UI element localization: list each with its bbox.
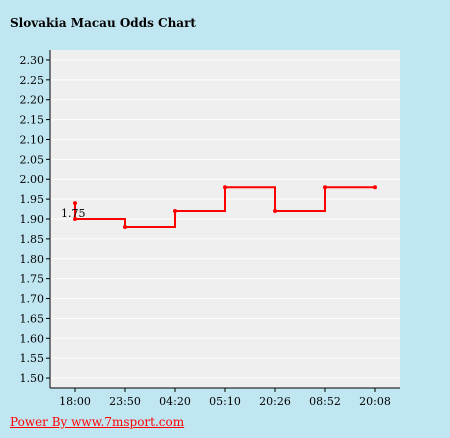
y-tick-label: 1.75 (20, 273, 45, 286)
y-tick-label: 1.60 (20, 332, 45, 345)
odds-line (74, 186, 375, 228)
x-tick-label: 20:08 (359, 395, 391, 408)
y-tick-label: 1.50 (20, 372, 45, 385)
data-points (73, 185, 377, 229)
y-tick-label: 2.00 (20, 173, 45, 186)
data-point (373, 185, 377, 190)
data-point (223, 185, 227, 190)
y-tick-label: 2.10 (20, 133, 45, 146)
footer-link[interactable]: Power By www.7msport.com (10, 415, 185, 429)
data-point (173, 209, 177, 214)
annotation-label: 1.75 (61, 207, 86, 220)
annotations: 1.75 (61, 207, 86, 220)
y-tick-label: 2.30 (20, 54, 45, 67)
x-tick-label: 08:52 (309, 395, 341, 408)
data-point-start (73, 201, 77, 206)
x-tick-label: 04:20 (159, 395, 191, 408)
x-tick-label: 05:10 (209, 395, 241, 408)
y-axis-ticks: 2.30 2.25 2.20 2.15 2.10 2.05 2.00 1.95 1.90 1.85… (20, 54, 50, 385)
y-tick-label: 2.15 (20, 114, 45, 127)
y-tick-label: 2.05 (20, 153, 45, 166)
y-tick-label: 1.80 (20, 253, 45, 266)
x-tick-label: 20:26 (259, 395, 291, 408)
data-point (73, 217, 77, 221)
y-tick-label: 1.55 (20, 352, 45, 365)
y-tick-label: 1.85 (20, 233, 45, 246)
x-tick-label: 18:00 (59, 395, 91, 408)
data-point (323, 185, 327, 190)
x-tick-label: 23:50 (109, 395, 141, 408)
y-tick-label: 2.25 (20, 74, 45, 87)
y-tick-label: 1.95 (20, 193, 45, 206)
data-point (273, 209, 277, 214)
y-tick-label: 1.65 (20, 312, 45, 325)
x-axis-ticks: 18:00 23:50 04:20 05:10 20:26 08:52 20:08 (59, 388, 391, 408)
y-tick-label: 1.90 (20, 213, 45, 226)
y-tick-label: 2.20 (20, 94, 45, 107)
y-tick-label: 1.70 (20, 293, 45, 306)
chart-title: Slovakia Macau Odds Chart (10, 16, 196, 30)
data-point (123, 224, 127, 229)
